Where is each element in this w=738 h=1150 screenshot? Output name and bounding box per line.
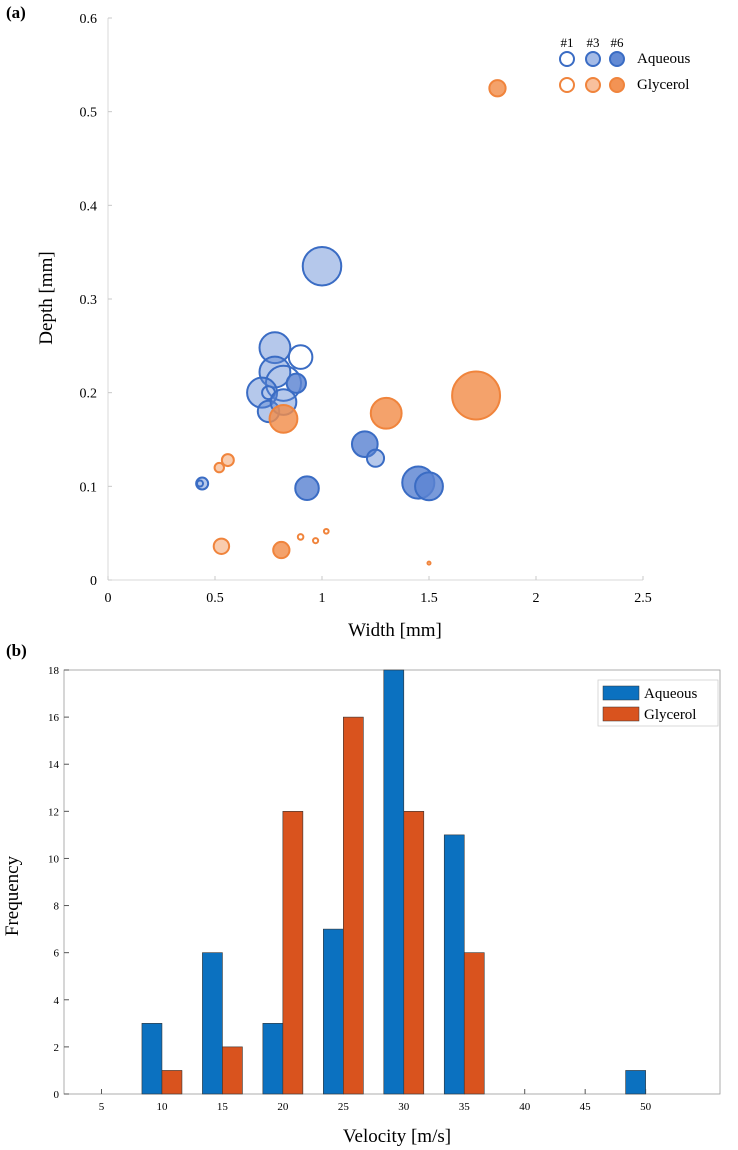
glycerol-bubble [312,537,320,545]
legend-header-6: #6 [611,35,625,50]
legend-header-1: #1 [561,35,574,50]
aqueous-bubble [294,475,320,501]
histogram-legend-swatch-glycerol [602,706,640,722]
aqueous-legend-marker-3 [585,51,601,67]
bubble-y-tick-label: 0.5 [80,106,98,121]
glycerol-bar [282,811,304,1095]
histogram-y-tick-label: 0 [54,1089,60,1101]
histogram-x-tick-label: 50 [640,1101,652,1113]
glycerol-bar [161,1070,183,1095]
histogram-x-tick-label: 5 [99,1101,105,1113]
bubble-x-tick-label: 2.5 [634,591,652,606]
glycerol-legend-marker-3 [585,77,601,93]
legend-label-glycerol: Glycerol [637,77,689,93]
aqueous-bar [443,834,465,1095]
aqueous-bar [262,1023,284,1095]
histogram-panel: (b) 0 2 4 6 8 10 12 14 16 18 5 10 15 20 25 30 35 40 45 50 V… [2,641,721,1147]
glycerol-bar [222,1046,243,1095]
aqueous-bubble [196,479,205,488]
histogram-y-tick-label: 10 [48,853,60,865]
bubble-y-tick-label: 0.2 [80,387,98,402]
panel-a-label: (a) [6,3,26,22]
bubble-x-tick-label: 2 [533,591,540,606]
aqueous-legend-marker-1 [559,51,575,67]
histogram-y-tick-label: 16 [48,712,60,724]
histogram-y-tick-label: 14 [48,759,60,771]
histogram-x-tick-label: 45 [580,1101,592,1113]
aqueous-bubble [301,245,343,287]
bubble-x-tick-label: 0.5 [206,591,224,606]
histogram-x-tick-label: 25 [338,1101,350,1113]
glycerol-bubble [296,533,305,541]
aqueous-bar [323,928,344,1095]
histogram-y-tick-label: 2 [54,1042,60,1054]
bubble-y-tick-label: 0.3 [80,293,98,308]
histogram-y-tick-label: 6 [54,948,60,960]
glycerol-bubble [272,540,291,560]
histogram-x-tick-label: 10 [156,1101,168,1113]
histogram-y-tick-label: 8 [54,901,60,913]
aqueous-bar [202,952,223,1095]
histogram-x-tick-label: 30 [398,1101,410,1113]
histogram-plot-area [141,669,646,1095]
bubble-y-tick-label: 0.4 [80,199,98,214]
aqueous-bar [383,669,405,1095]
aqueous-bubble [287,344,314,370]
glycerol-bubble [212,537,231,555]
bubble-chart-panel: (a) 0 0.5 1 1.5 2 2.5 0 0.1 0.2 0.3 0.4 0.5 0.6 Widt… [6,3,690,641]
legend-header-3: #3 [587,35,600,50]
histogram-x-tick-label: 15 [217,1101,229,1113]
histogram-legend-swatch-aqueous [602,685,640,701]
histogram-x-tick-label: 35 [459,1101,471,1113]
glycerol-bubble [426,560,432,566]
bubble-x-axis-title: Width [mm] [348,620,442,641]
histogram-legend-label-glycerol: Glycerol [644,707,696,723]
histogram-y-tick-label: 18 [48,665,60,677]
bubble-legend: #1 #3 #6 Aqueous Glycerol [559,35,690,93]
glycerol-bubble [213,461,225,474]
bubble-y-axis-title: Depth [mm] [36,251,57,344]
bubble-x-tick-label: 1 [319,591,326,606]
glycerol-legend-marker-6 [609,77,625,93]
aqueous-bar [625,1070,646,1095]
histogram-y-axis-title: Frequency [2,855,23,936]
histogram-legend: Aqueous Glycerol [597,679,719,727]
histogram-x-axis-title: Velocity [m/s] [343,1126,451,1147]
glycerol-bar [343,716,364,1095]
histogram-y-tick-label: 4 [54,995,60,1007]
bubble-y-tick-label: 0 [90,574,97,589]
aqueous-bubble [414,471,444,502]
glycerol-bar [403,811,425,1095]
glycerol-bar [463,952,485,1095]
glycerol-bubble [322,527,330,535]
glycerol-bubble [268,403,299,434]
aqueous-legend-marker-6 [609,51,625,67]
bubble-y-tick-label: 0.1 [80,480,98,495]
histogram-y-tick-label: 12 [48,806,59,818]
bubble-x-tick-label: 0 [105,591,112,606]
histogram-legend-label-aqueous: Aqueous [644,686,697,702]
bubble-x-tick-label: 1.5 [420,591,438,606]
glycerol-legend-marker-1 [559,77,575,93]
glycerol-bubble [451,370,502,421]
aqueous-bubble [258,331,292,365]
glycerol-bubble [220,453,235,468]
histogram-x-tick-label: 20 [277,1101,289,1113]
panel-b-label: (b) [6,641,27,660]
bubble-y-tick-label: 0.6 [80,12,98,27]
glycerol-bubble [488,79,507,98]
bubble-chart-axes: 0 0.5 1 1.5 2 2.5 0 0.1 0.2 0.3 0.4 0.5 0.6 [80,12,652,606]
bubble-chart-plot-area [195,79,507,566]
aqueous-bubble [365,448,386,468]
aqueous-bubble [285,372,307,394]
legend-label-aqueous: Aqueous [637,51,690,67]
aqueous-bar [141,1023,163,1095]
histogram-x-tick-label: 40 [519,1101,531,1113]
glycerol-bubble [369,396,403,430]
